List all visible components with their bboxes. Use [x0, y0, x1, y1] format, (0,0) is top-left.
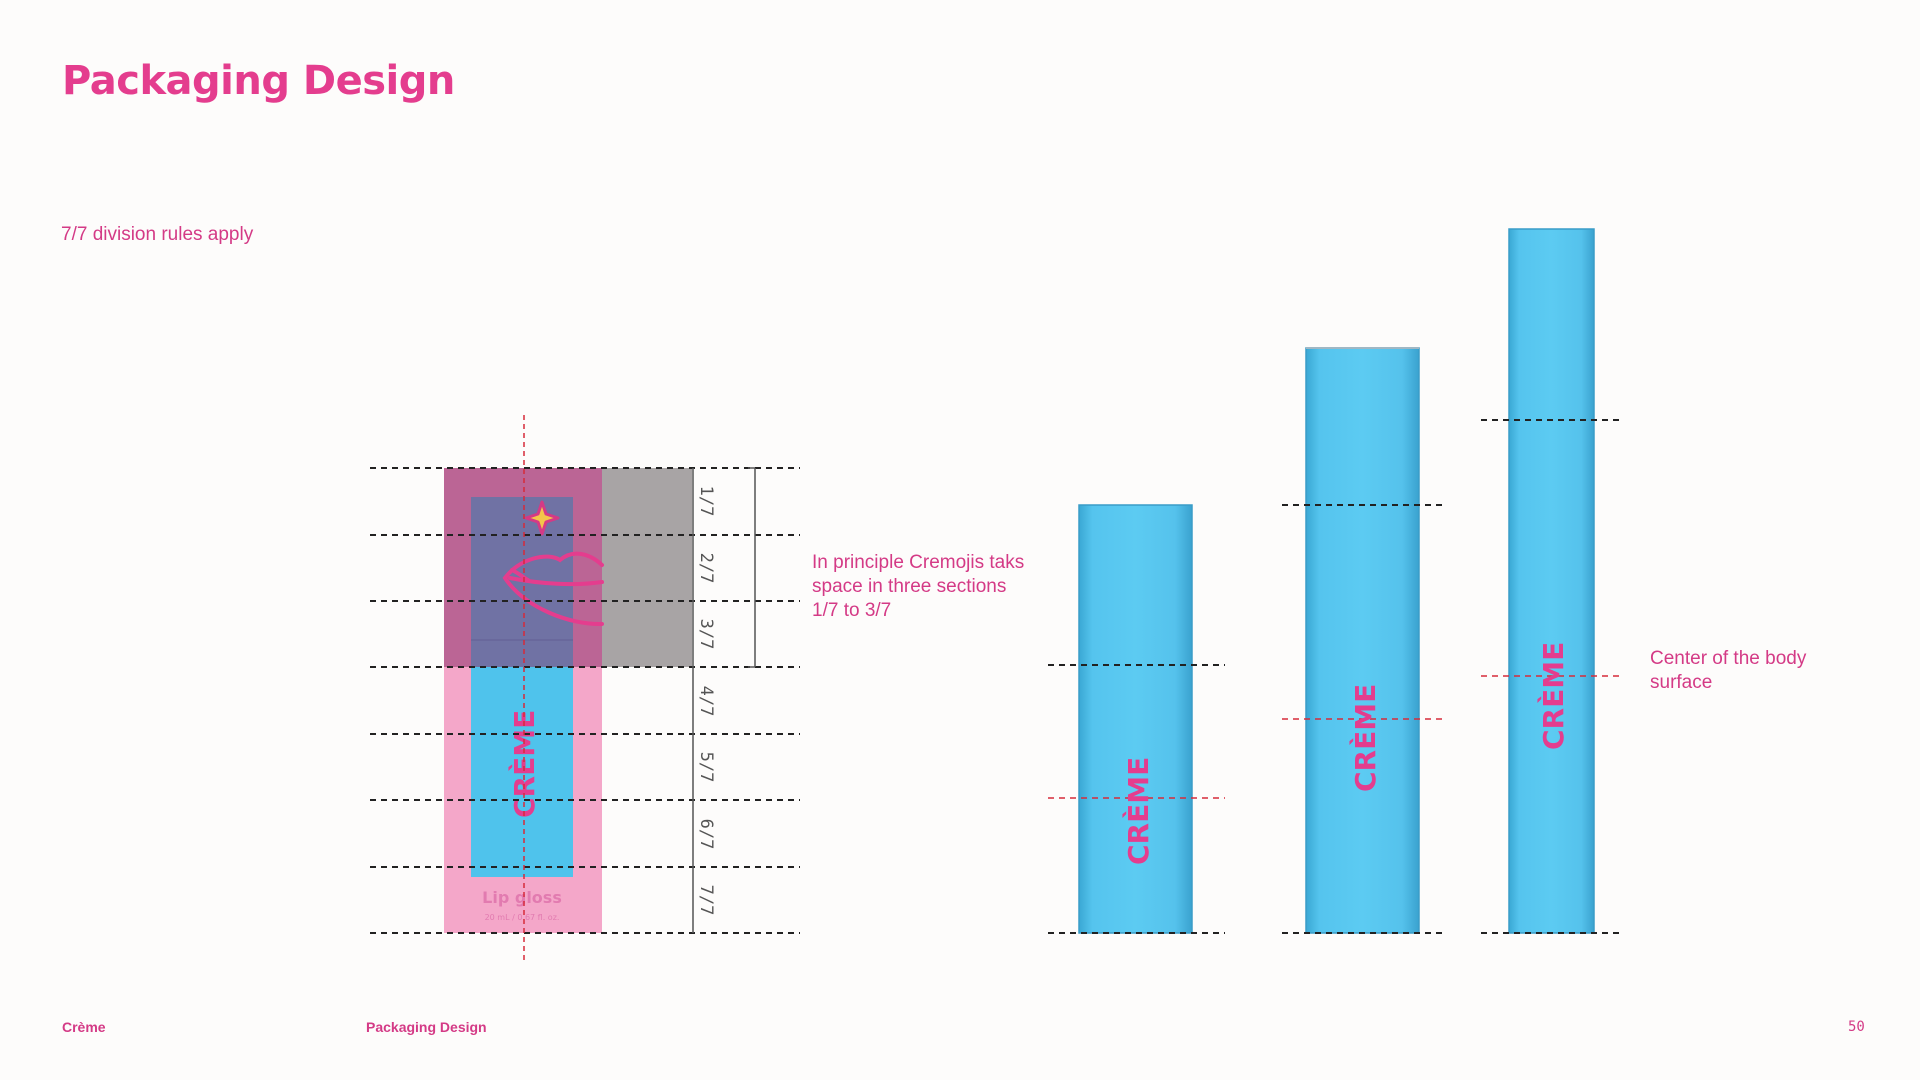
center-note: Center of the body surface — [1650, 648, 1807, 693]
tube-logo: CRÈME — [1121, 757, 1155, 865]
section-label: 1/7 — [696, 486, 716, 517]
page-number: 50 — [1848, 1019, 1865, 1035]
cremoji-note: In principle Cremojis taks space in thre… — [812, 552, 1025, 621]
product-name: Lip gloss — [482, 888, 562, 907]
section-label: 6/7 — [696, 819, 716, 850]
sparkle-icon — [524, 500, 560, 536]
footer-section: Packaging Design — [366, 1019, 487, 1035]
footer-brand: Crème — [62, 1019, 106, 1035]
box-logo: CRÈME — [507, 710, 541, 818]
section-label: 5/7 — [696, 752, 716, 783]
tube-logo: CRÈME — [1348, 684, 1382, 792]
box-elevation: CRÈME Lip gloss 20 mL / 0.67 fl. oz. 1/7… — [370, 415, 800, 960]
tube-short: CRÈME — [1048, 504, 1225, 934]
division-rules-subtitle: 7/7 division rules apply — [61, 224, 254, 245]
page-title: Packaging Design — [62, 58, 455, 104]
division-lines — [370, 467, 800, 934]
section-label: 3/7 — [696, 619, 716, 650]
tube-tall: CRÈME — [1481, 228, 1624, 934]
section-label: 7/7 — [696, 885, 716, 916]
product-volume: 20 mL / 0.67 fl. oz. — [485, 913, 560, 922]
gray-overlay — [602, 468, 692, 667]
section-label: 2/7 — [696, 553, 716, 584]
section-label: 4/7 — [696, 686, 716, 717]
tube-logo: CRÈME — [1536, 642, 1570, 750]
tube-medium: CRÈME — [1282, 347, 1443, 934]
cremoji-area-overlay — [444, 468, 602, 667]
